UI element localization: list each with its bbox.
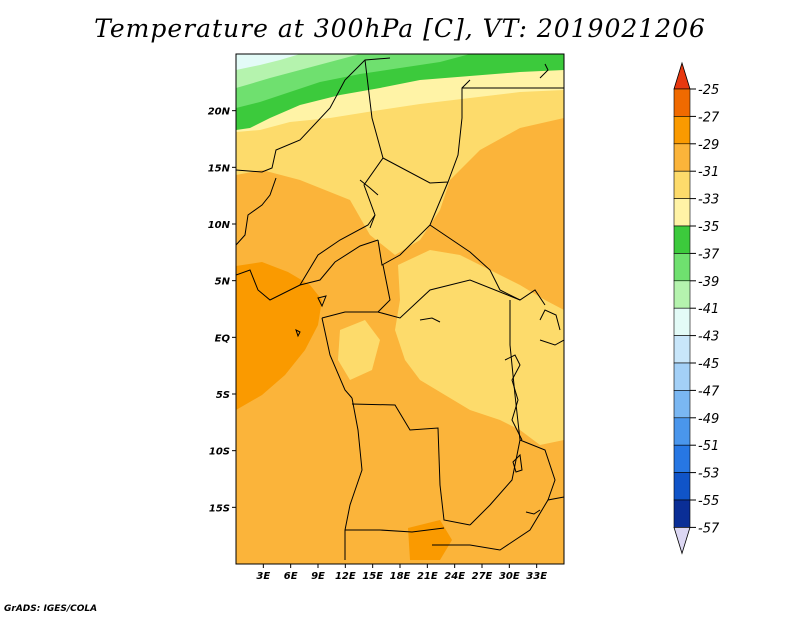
country-borders [236,57,564,560]
lon-tick-label: 21E [417,571,438,582]
colorbar-top-arrow [673,61,691,90]
colorbar-bottom-arrow [673,527,691,555]
colorbar-label: -51 [698,439,719,454]
colorbar-label: -39 [698,275,719,290]
lon-tick-label: 30E [499,571,520,582]
lon-tick-label: 33E [526,571,547,582]
lat-tick-label: 10S [209,447,230,458]
colorbar-label: -37 [698,247,720,262]
colorbar-swatch [673,225,691,254]
colorbar-swatch [673,198,691,227]
lon-tick-label: 9E [311,571,325,582]
colorbar-swatch [673,390,691,419]
colorbar-label: -25 [698,83,719,98]
colorbar-swatch [673,116,691,145]
colorbar-swatch [673,170,691,199]
colorbar-swatch [673,472,691,501]
lat-tick-label: 5S [216,390,230,401]
colorbar-label: -31 [698,165,719,180]
colorbar-label: -43 [698,330,719,345]
colorbar-swatch [673,88,691,117]
field-level-pale-cyan [236,54,300,70]
lat-tick-label: 5N [215,277,231,288]
lon-tick-label: 24E [444,571,465,582]
colorbar-label: -45 [698,357,719,372]
colorbar-label: -41 [698,302,719,317]
colorbar-label: -47 [698,384,720,399]
field-patch-orange-dark [408,520,452,560]
lon-tick-label: 6E [284,571,298,582]
colorbar-label: -29 [698,138,719,153]
colorbar-swatch [673,444,691,473]
colorbar-label: -35 [698,220,719,235]
temperature-field [236,54,564,564]
longitude-axis: 3E 6E 9E 12E 15E 18E 21E 24E 27E 30E 33E [256,564,547,582]
field-level-pale-yellow [236,64,564,132]
colorbar-label: -49 [698,412,719,427]
colorbar-swatch [673,280,691,309]
lat-tick-label: 10N [208,220,231,231]
lon-tick-label: 15E [362,571,383,582]
colorbar: -25 -27 -29 -31 -33 -35 -37 -39 -41 -43 -45 -47 -49 -… [673,61,720,555]
field-patch-yellow-west [338,320,380,380]
colorbar-swatch [673,307,691,336]
colorbar-label: -27 [698,110,720,125]
map-title: Temperature at 300hPa [C], VT: 201902120… [94,14,706,43]
colorbar-label: -53 [698,467,719,482]
lon-tick-label: 27E [472,571,493,582]
colorbar-swatch [673,253,691,282]
grads-credit: GrADS: IGES/COLA [4,604,98,614]
colorbar-swatch [673,362,691,391]
lon-tick-label: 18E [390,571,411,582]
field-level-orange-dark [236,262,322,410]
colorbar-label: -55 [698,494,719,509]
lat-tick-label: EQ [215,333,231,344]
colorbar-swatch [673,417,691,446]
colorbar-swatch [673,143,691,172]
latitude-axis: 20N 15N 10N 5N EQ 5S 10S 15S [208,107,236,514]
lat-tick-label: 15N [208,163,231,174]
field-level-yellow-north [236,74,564,255]
lat-tick-label: 15S [209,503,230,514]
colorbar-swatch [673,335,691,364]
lat-tick-label: 20N [208,107,231,118]
colorbar-label: -57 [698,521,720,536]
colorbar-label: -33 [698,193,719,208]
lon-tick-label: 3E [256,571,270,582]
lon-tick-label: 12E [335,571,356,582]
colorbar-swatch [673,499,691,528]
